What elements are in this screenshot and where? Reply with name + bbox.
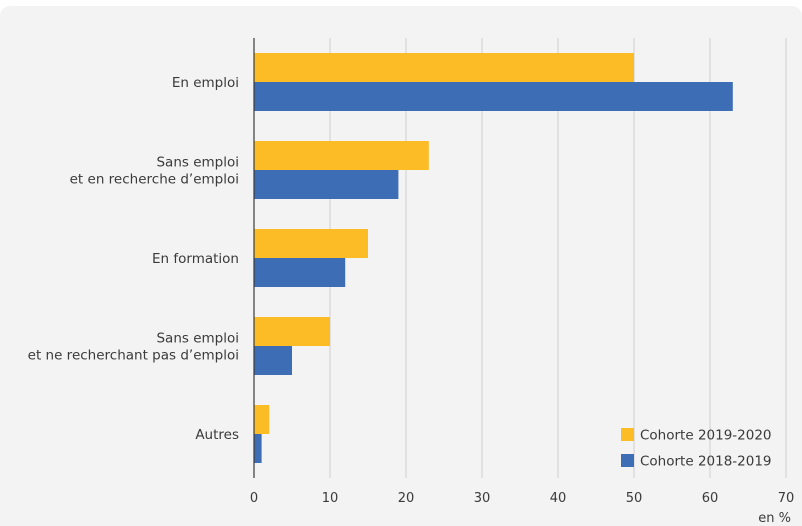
x-unit-label: en % [758,511,791,526]
bar [254,405,270,434]
legend-label: Cohorte 2019-2020 [640,428,772,444]
legend: Cohorte 2019-2020 Cohorte 2018-2019 [621,428,772,470]
bar [254,53,634,82]
legend-swatch [621,428,634,441]
legend-label: Cohorte 2018-2019 [640,454,772,470]
gridlines [329,38,787,478]
x-tick-label: 30 [474,491,491,506]
bar [254,434,262,463]
x-tick-label: 50 [626,491,643,506]
bar [254,82,733,111]
bar [254,346,292,375]
category-label: et en recherche d’emploi [70,172,239,188]
x-tick-label: 10 [322,491,339,506]
bar [254,141,429,170]
x-tick-label: 20 [398,491,415,506]
category-label: En formation [152,251,239,267]
bars [254,53,733,463]
legend-swatch [621,454,634,467]
x-tick-labels: 0 10 20 30 40 50 60 70 [250,491,794,506]
bar [254,229,368,258]
category-label: Sans emploi [156,331,239,347]
x-tick-label: 70 [778,491,795,506]
bar [254,170,399,199]
x-tick-label: 60 [702,491,719,506]
x-tick-label: 40 [550,491,567,506]
category-label: En emploi [172,75,239,91]
category-label: Sans emploi [156,155,239,171]
bar [254,317,330,346]
bar [254,258,346,287]
category-label: et ne recherchant pas d’emploi [28,348,239,364]
x-tick-label: 0 [250,491,258,506]
category-label: Autres [195,427,239,443]
